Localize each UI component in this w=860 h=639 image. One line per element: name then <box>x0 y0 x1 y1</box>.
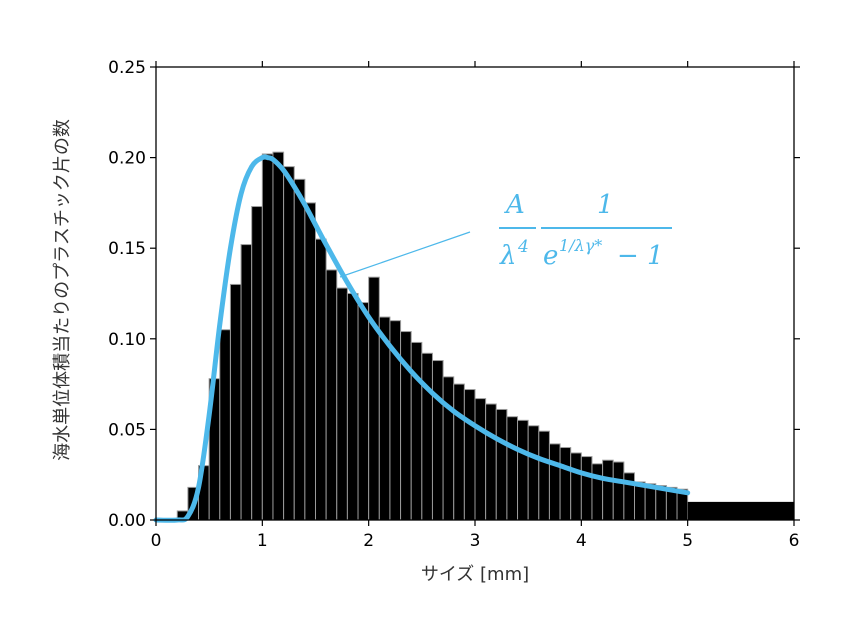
histogram-bar <box>453 383 465 521</box>
formula-e: e <box>543 241 558 271</box>
formula-lambda: λ <box>499 241 516 271</box>
formula-lambda-exponent: 4 <box>517 237 529 257</box>
histogram-bar <box>591 463 604 521</box>
histogram-bar <box>506 416 519 521</box>
histogram-bar <box>538 430 550 521</box>
x-tick-label: 2 <box>363 531 374 551</box>
formula-annotation: A λ 4 1 e 1/λγ* − 1 <box>499 190 672 271</box>
annotation-leader-line <box>339 231 471 278</box>
formula-minus-one: − 1 <box>617 241 664 271</box>
histogram-bar <box>293 178 306 521</box>
y-tick-label: 0.05 <box>108 420 146 440</box>
histogram-bar <box>559 447 572 521</box>
histogram-bar <box>485 403 497 521</box>
histogram-bar <box>229 283 242 521</box>
x-tick-label: 5 <box>682 531 693 551</box>
histogram-bar <box>421 352 433 521</box>
fit-curve <box>153 154 691 523</box>
formula-one: 1 <box>597 190 614 220</box>
histogram-bar <box>548 443 561 521</box>
histogram-bar <box>612 461 625 521</box>
histogram-bar <box>325 269 338 521</box>
histogram-bar <box>580 456 593 521</box>
histogram-bar <box>442 376 455 521</box>
histogram-bar <box>240 244 253 521</box>
formula-exponent: 1/λγ* <box>559 236 602 255</box>
histogram-bar <box>283 166 295 521</box>
histogram-bar <box>431 360 444 521</box>
histogram-bar <box>474 398 487 521</box>
histogram-bar <box>368 276 380 521</box>
histogram-bar <box>336 287 348 521</box>
x-tick-label: 3 <box>470 531 481 551</box>
histogram-bar <box>527 425 540 521</box>
x-tick-label: 1 <box>257 531 268 551</box>
histogram-bar <box>602 459 614 521</box>
histogram-bar <box>346 293 359 521</box>
histogram-bar <box>570 452 582 521</box>
x-tick-label: 0 <box>151 531 162 551</box>
histogram-bar <box>251 206 263 521</box>
y-tick-label: 0.25 <box>108 58 146 78</box>
histogram-bar <box>219 329 231 521</box>
x-tick-label: 4 <box>576 531 587 551</box>
y-axis-label: 海水単位体積当たりのプラスチック片の数 <box>52 119 73 461</box>
histogram-bar <box>357 302 370 521</box>
y-axis-ticks: 0.00 0.05 0.10 0.15 0.20 0.25 <box>108 58 800 531</box>
y-tick-label: 0.10 <box>108 330 146 350</box>
tail-bar <box>687 501 794 520</box>
histogram-bar <box>463 389 476 521</box>
histogram-bar <box>517 419 529 521</box>
y-tick-label: 0.00 <box>108 511 146 531</box>
formula-a: A <box>504 190 525 220</box>
y-tick-label: 0.15 <box>108 239 146 259</box>
histogram-bar <box>315 238 327 521</box>
y-tick-label: 0.20 <box>108 149 146 169</box>
histogram-bar <box>304 202 317 521</box>
histogram-bar <box>410 341 423 521</box>
histogram-bar <box>261 153 274 521</box>
x-axis-ticks: 0 1 2 3 4 5 6 <box>151 61 800 551</box>
histogram-bar <box>272 151 285 521</box>
x-axis-label: サイズ [mm] <box>421 564 529 585</box>
histogram-bar <box>495 408 508 521</box>
x-tick-label: 6 <box>789 531 800 551</box>
